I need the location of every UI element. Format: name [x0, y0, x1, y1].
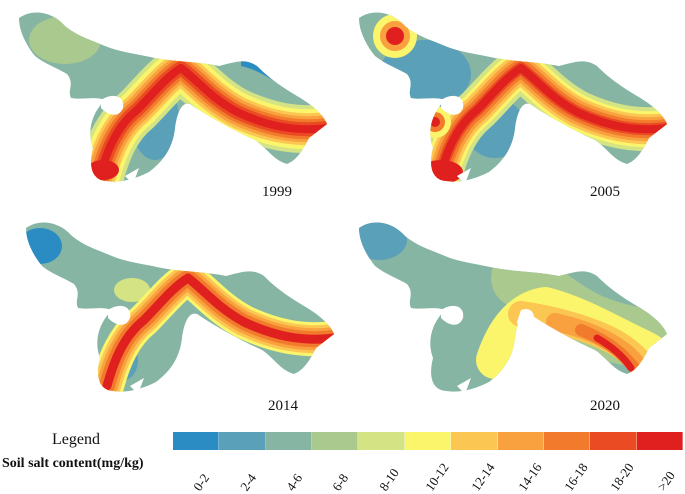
legend-swatch — [497, 432, 544, 450]
map-2005 — [359, 12, 667, 184]
zone-background — [26, 222, 334, 392]
map-year-label: 2005 — [590, 184, 620, 200]
legend-title: Legend — [52, 431, 100, 448]
legend-class-label: 14-16 — [514, 460, 545, 494]
legend-class-label: 6-8 — [329, 470, 352, 494]
map-year-label: 2014 — [268, 398, 298, 414]
zone-high-south — [419, 160, 463, 182]
legend-class-label: 16-18 — [561, 460, 591, 494]
legend-swatch — [451, 432, 498, 450]
legend-class-label: >20 — [653, 468, 678, 494]
map-2020 — [359, 222, 667, 394]
hotspot-north — [373, 14, 417, 58]
map-year-label: 1999 — [262, 184, 292, 200]
legend-swatch — [404, 432, 452, 450]
zone-moderate — [114, 278, 150, 302]
legend-class-label: 18-20 — [607, 460, 638, 494]
legend-class-label: 12-14 — [468, 460, 499, 494]
legend-subtitle: Soil salt content(mg/kg) — [2, 456, 144, 471]
legend-class-label: 4-6 — [282, 470, 306, 494]
legend-swatch — [312, 432, 359, 450]
zone-high-south — [87, 160, 119, 180]
map-2014 — [26, 222, 334, 394]
legend-class-label: 10-12 — [422, 460, 452, 494]
legend-swatch — [543, 432, 591, 450]
zone-moderate — [29, 16, 101, 64]
legend-class-label: 8-10 — [375, 465, 402, 494]
legend-swatch — [358, 432, 405, 450]
legend-swatch — [590, 432, 637, 450]
legend-swatch — [173, 432, 220, 450]
zone-low-salinity — [359, 222, 407, 260]
map-1999 — [19, 12, 327, 184]
legend-swatch — [636, 432, 683, 450]
legend-class-label: 0-2 — [190, 470, 213, 494]
legend-class-label: 2-4 — [236, 470, 259, 494]
legend-labels: 0-2 2-4 4-6 6-8 8-10 10-12 12-14 14-16 16-18 18-2… — [173, 455, 683, 493]
zone-very-low — [26, 228, 62, 264]
legend-swatch — [219, 432, 266, 450]
legend-swatch — [265, 432, 313, 450]
legend-color-bar — [173, 432, 683, 450]
map-year-label: 2020 — [590, 398, 620, 414]
